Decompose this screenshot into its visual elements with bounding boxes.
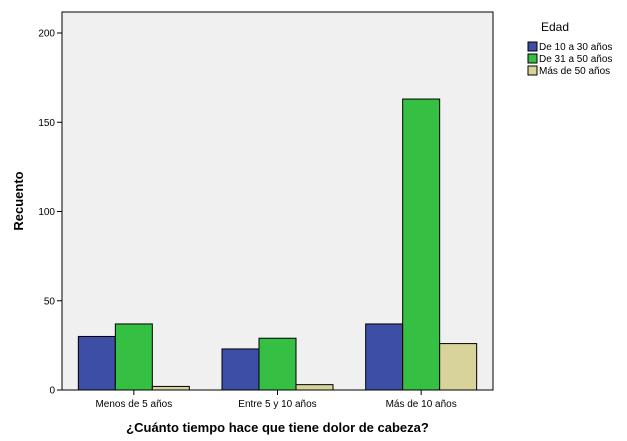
bar <box>365 323 404 391</box>
x-axis: Menos de 5 años Entre 5 y 10 años Más de 1… <box>95 390 457 410</box>
bar <box>439 343 478 391</box>
legend-swatch <box>527 65 538 76</box>
bar <box>402 98 441 391</box>
bar <box>258 337 297 391</box>
legend-title: Edad <box>541 20 569 34</box>
y-tick-label: 0 <box>49 386 55 397</box>
y-tick-label: 200 <box>38 29 55 40</box>
x-tick-label: Entre 5 y 10 años <box>238 399 316 410</box>
bar <box>77 335 116 391</box>
x-tick-label: Más de 10 años <box>386 399 457 410</box>
legend-label: De 10 a 30 años <box>539 42 612 53</box>
bar <box>295 384 334 391</box>
bar <box>114 323 153 391</box>
x-tick-label: Menos de 5 años <box>95 399 172 410</box>
y-tick-label: 100 <box>38 207 55 218</box>
bar <box>151 385 190 391</box>
y-tick-label: 150 <box>38 118 55 129</box>
x-axis-title: ¿Cuánto tiempo hace que tiene dolor de c… <box>126 420 429 435</box>
legend-label: De 31 a 50 años <box>539 54 612 65</box>
legend-swatch <box>527 53 538 64</box>
bar <box>221 348 260 391</box>
y-axis-title: Recuento <box>11 171 26 230</box>
y-axis: 0 50 100 150 200 <box>38 29 62 397</box>
bars <box>77 98 478 391</box>
y-tick-label: 50 <box>44 296 56 307</box>
legend-label: Más de 50 años <box>539 66 610 77</box>
legend-swatch <box>527 41 538 52</box>
